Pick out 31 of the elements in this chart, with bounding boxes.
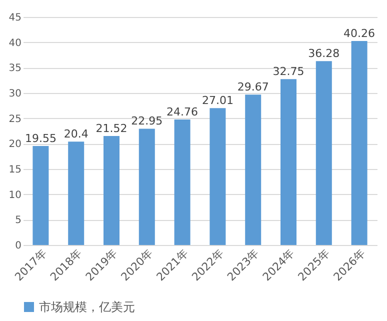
- data-label: 27.01: [202, 94, 234, 108]
- data-label: 40.26: [344, 27, 376, 40]
- data-label: 20.4: [64, 128, 88, 141]
- y-tick-label: 5: [15, 215, 22, 226]
- bar: [316, 61, 332, 245]
- data-label: 24.76: [166, 106, 198, 119]
- data-label: 32.75: [272, 65, 304, 78]
- y-tick-label: 25: [8, 114, 22, 125]
- data-label: 21.52: [96, 122, 128, 135]
- y-tick-label: 45: [8, 12, 22, 24]
- bar: [68, 142, 84, 245]
- data-label: 36.28: [308, 47, 340, 60]
- bar: [104, 136, 120, 245]
- bar: [32, 146, 49, 245]
- y-tick-label: 15: [8, 164, 22, 176]
- y-tick-label: 20: [8, 139, 22, 150]
- data-label: 29.67: [237, 80, 269, 94]
- legend-label: 市场规模，亿美元: [39, 300, 135, 314]
- bar: [174, 120, 190, 245]
- bar: [351, 41, 368, 245]
- bar: [245, 94, 262, 245]
- y-tick-label: 10: [8, 190, 22, 201]
- data-label: 22.95: [131, 114, 163, 128]
- y-tick-label: 35: [8, 63, 22, 74]
- y-tick-label: 30: [8, 88, 22, 100]
- y-tick-label: 0: [15, 240, 22, 252]
- data-label: 19.55: [24, 132, 56, 145]
- y-tick-label: 40: [8, 38, 22, 49]
- bar: [210, 108, 226, 245]
- bar: [280, 79, 296, 245]
- bar: [138, 128, 155, 245]
